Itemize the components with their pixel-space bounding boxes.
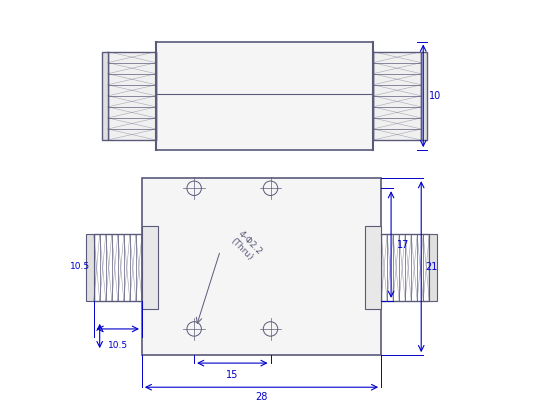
Bar: [142, 178, 381, 355]
Bar: [381, 234, 429, 301]
Bar: [142, 226, 158, 309]
Bar: [373, 51, 421, 140]
Bar: [421, 51, 427, 140]
Bar: [365, 226, 381, 309]
Text: 10.5: 10.5: [108, 341, 128, 350]
Bar: [93, 234, 142, 301]
Text: 28: 28: [255, 392, 267, 402]
Bar: [101, 51, 108, 140]
Bar: [429, 234, 437, 301]
Text: 4-Φ2.2
(Thru): 4-Φ2.2 (Thru): [228, 229, 263, 264]
Text: 10: 10: [429, 91, 441, 101]
Text: 21: 21: [425, 262, 438, 272]
Bar: [85, 234, 93, 301]
Text: 15: 15: [226, 370, 238, 380]
Text: 17: 17: [397, 239, 409, 249]
Bar: [108, 51, 156, 140]
Text: 10.5: 10.5: [70, 262, 90, 271]
Bar: [156, 42, 373, 150]
